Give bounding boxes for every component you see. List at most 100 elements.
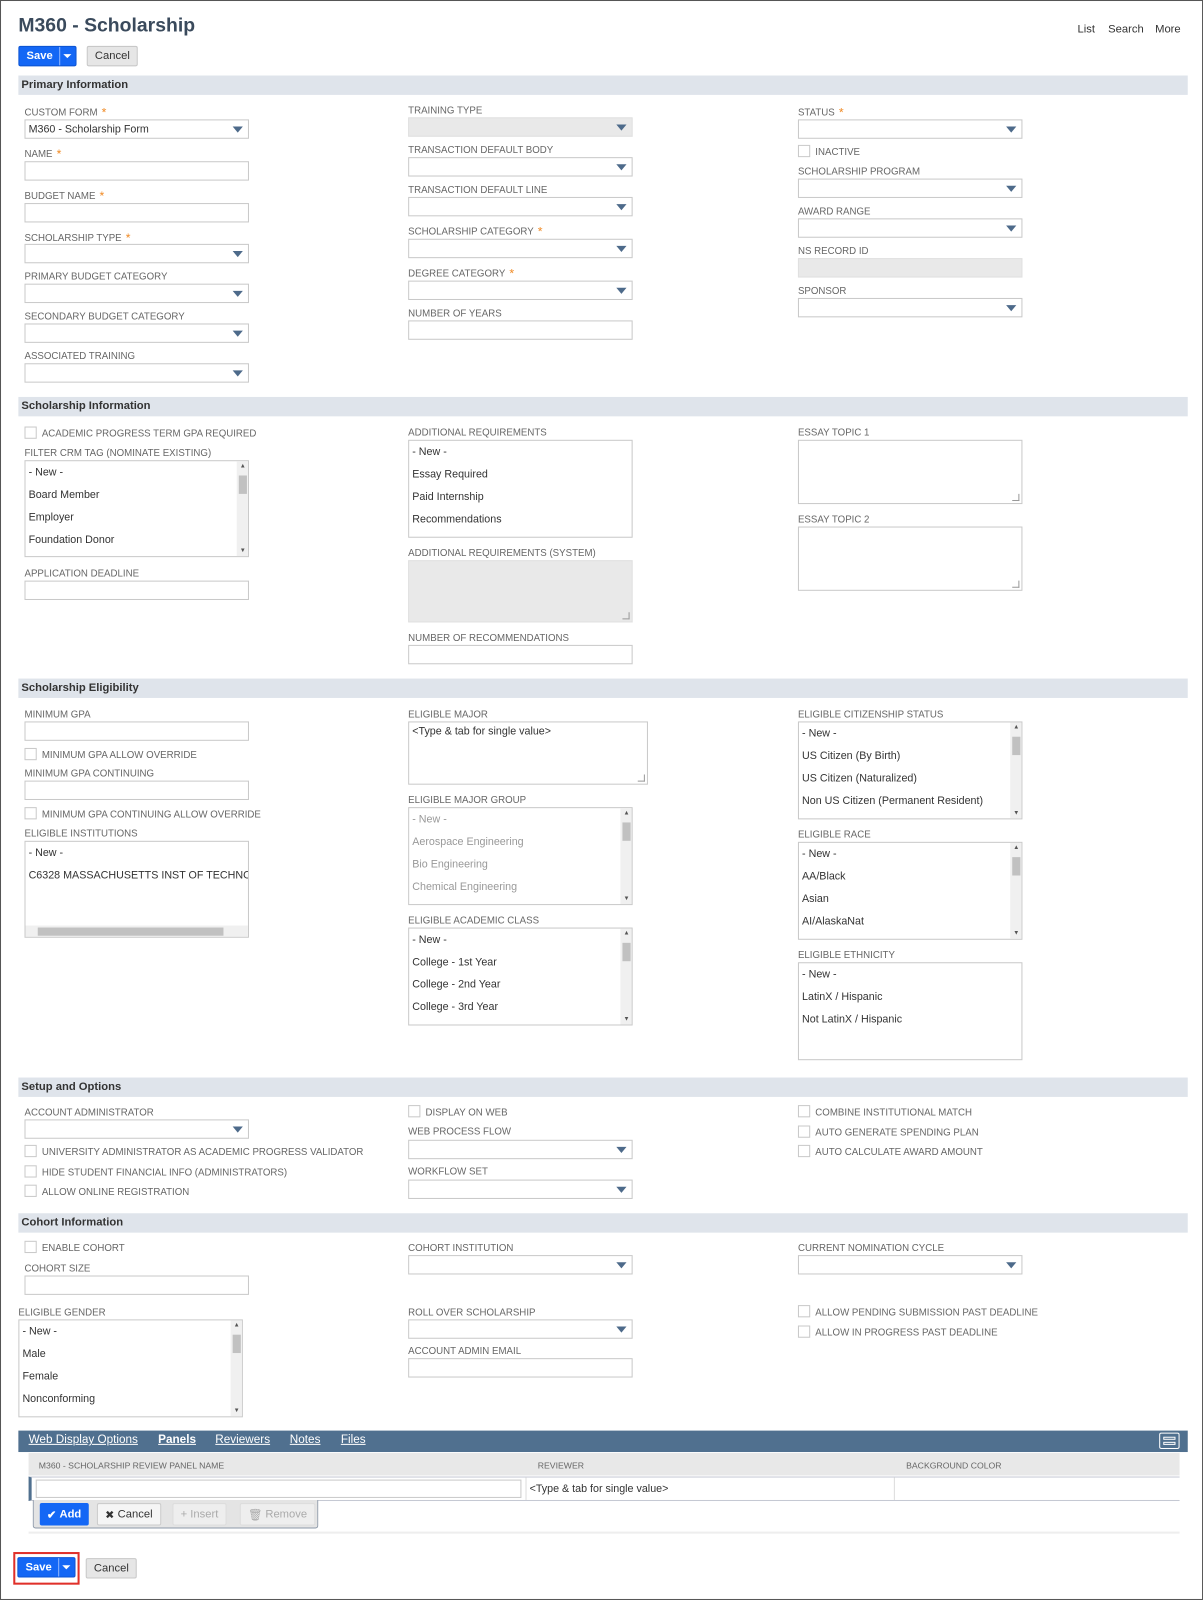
list-option[interactable]: Bio Engineering	[412, 858, 488, 871]
reviewer-input[interactable]: <Type & tab for single value>	[529, 1482, 669, 1495]
scrollbar-thumb[interactable]	[622, 822, 631, 841]
list-option[interactable]: Asian	[802, 892, 829, 906]
vertical-scrollbar[interactable]: ▲ ▼	[236, 461, 248, 557]
nom-cycle-dropdown[interactable]	[797, 1255, 1023, 1275]
scroll-up-icon[interactable]: ▲	[623, 930, 630, 937]
list-option[interactable]: Recommendations	[412, 513, 502, 526]
sch-program-dropdown[interactable]	[797, 178, 1023, 198]
list-option[interactable]: - New -	[28, 466, 64, 479]
scroll-down-icon[interactable]: ▼	[239, 547, 246, 555]
tab-reviewers[interactable]: Reviewers	[215, 1433, 271, 1446]
list-option[interactable]: Employer	[28, 511, 74, 524]
hide-fin-checkbox[interactable]	[24, 1165, 37, 1178]
resize-handle-icon[interactable]	[1012, 493, 1020, 502]
elig-gender-multiselect[interactable]: - New - Male Female Nonconforming ▲ ▼	[18, 1319, 243, 1418]
assoc-training-dropdown[interactable]	[24, 363, 249, 383]
tab-web-display-options[interactable]: Web Display Options	[28, 1433, 138, 1446]
elig-acad-class-multiselect[interactable]: - New - College - 1st Year College - 2nd Y…	[408, 927, 633, 1026]
status-dropdown[interactable]	[797, 119, 1023, 139]
add-req-multiselect[interactable]: - New - Essay Required Paid Internship Reco…	[408, 439, 633, 538]
section-header[interactable]: Cohort Information	[18, 1213, 1188, 1233]
enable-cohort-checkbox[interactable]	[24, 1240, 37, 1254]
add-button[interactable]: ✔ Add	[39, 1503, 89, 1526]
secondary-budget-dropdown[interactable]	[24, 323, 249, 343]
cancel-button-bottom[interactable]: Cancel	[85, 1558, 137, 1579]
list-option[interactable]: College - 3rd Year	[412, 1001, 499, 1014]
min-gpa-cont-input[interactable]	[24, 780, 249, 800]
vertical-scrollbar[interactable]: ▲ ▼	[620, 808, 632, 905]
list-option[interactable]: Chemical Engineering	[412, 880, 518, 893]
tab-notes[interactable]: Notes	[289, 1433, 321, 1446]
list-option[interactable]: - New -	[802, 847, 837, 861]
scroll-down-icon[interactable]: ▼	[233, 1408, 240, 1415]
insert-button[interactable]: + Insert	[172, 1503, 227, 1526]
vertical-scrollbar[interactable]: ▲ ▼	[1010, 842, 1022, 939]
crm-tag-multiselect[interactable]: - New - Board Member Employer Foundation Do…	[24, 460, 249, 558]
scroll-up-icon[interactable]: ▲	[623, 810, 630, 817]
cancel-button-top[interactable]: Cancel	[86, 45, 139, 67]
list-option[interactable]: LatinX / Hispanic	[802, 990, 883, 1004]
section-header[interactable]: Scholarship Eligibility	[18, 678, 1188, 698]
resize-handle-icon[interactable]	[1012, 580, 1020, 588]
more-link[interactable]: More	[1155, 23, 1181, 36]
scrollbar-thumb[interactable]	[622, 942, 631, 962]
vertical-scrollbar[interactable]: ▲ ▼	[1010, 722, 1022, 819]
tab-panels[interactable]: Panels	[158, 1433, 196, 1446]
essay1-textarea[interactable]	[797, 439, 1023, 505]
online-reg-checkbox[interactable]	[24, 1184, 37, 1197]
acct-admin-dropdown[interactable]	[24, 1119, 249, 1139]
vertical-scrollbar[interactable]: ▲ ▼	[620, 928, 632, 1025]
list-option[interactable]: - New -	[802, 727, 837, 740]
allow-pending-checkbox[interactable]	[797, 1305, 811, 1318]
list-option[interactable]: Paid Internship	[412, 490, 484, 504]
scroll-up-icon[interactable]: ▲	[239, 463, 246, 470]
txn-body-dropdown[interactable]	[408, 157, 633, 177]
min-gpa-override-checkbox[interactable]	[24, 747, 37, 761]
save-button-top[interactable]: Save	[18, 45, 77, 67]
acad-gpa-req-checkbox[interactable]	[24, 426, 37, 439]
list-option[interactable]: - New -	[22, 1325, 57, 1338]
list-option[interactable]: Male	[22, 1347, 46, 1361]
min-gpa-cont-override-checkbox[interactable]	[24, 807, 37, 820]
list-option[interactable]: College - 2nd Year	[412, 978, 501, 991]
award-range-dropdown[interactable]	[797, 218, 1023, 238]
list-option[interactable]: Foundation Donor	[28, 533, 115, 546]
name-input[interactable]	[24, 161, 249, 181]
list-link[interactable]: List	[1077, 23, 1096, 36]
vertical-scrollbar[interactable]: ▲ ▼	[230, 1320, 242, 1417]
scrollbar-thumb[interactable]	[37, 927, 224, 936]
resize-handle-icon[interactable]	[622, 612, 630, 620]
background-color-cell[interactable]	[893, 1477, 895, 1500]
custom-form-dropdown[interactable]: M360 - Scholarship Form	[24, 119, 249, 139]
list-option[interactable]: AA/Black	[802, 870, 846, 883]
list-option[interactable]: C6328 MASSACHUSETTS INST OF TECHNOLOGY	[28, 869, 248, 882]
scroll-down-icon[interactable]: ▼	[623, 1016, 630, 1023]
essay2-textarea[interactable]	[797, 526, 1023, 591]
elig-major-group-multiselect[interactable]: - New - Aerospace Engineering Bio Engineer…	[408, 807, 633, 906]
list-option[interactable]: Aerospace Engineering	[412, 835, 524, 848]
web-flow-dropdown[interactable]	[408, 1139, 633, 1160]
list-option[interactable]: Board Member	[28, 488, 100, 502]
txn-line-dropdown[interactable]	[408, 196, 633, 217]
degree-category-dropdown[interactable]	[408, 280, 633, 300]
list-option[interactable]: AI/AlaskaNat	[802, 915, 864, 928]
elig-inst-multiselect[interactable]: - New - C6328 MASSACHUSETTS INST OF TECHN…	[24, 840, 249, 938]
list-option[interactable]: - New -	[412, 813, 447, 826]
sponsor-dropdown[interactable]	[797, 297, 1023, 318]
combine-match-checkbox[interactable]	[797, 1105, 811, 1118]
scroll-up-icon[interactable]: ▲	[233, 1322, 240, 1329]
save-options-dropdown[interactable]	[58, 46, 76, 66]
search-link[interactable]: Search	[1108, 23, 1144, 36]
univ-admin-checkbox[interactable]	[24, 1144, 37, 1158]
auto-spend-checkbox[interactable]	[797, 1125, 811, 1138]
horizontal-scrollbar[interactable]	[25, 925, 248, 937]
elig-major-textarea[interactable]: <Type & tab for single value>	[408, 721, 648, 785]
elig-race-multiselect[interactable]: - New - AA/Black Asian AI/AlaskaNat ▲ ▼	[797, 841, 1023, 940]
layout-toggle-icon[interactable]	[1159, 1432, 1180, 1449]
list-option[interactable]: Not LatinX / Hispanic	[802, 1013, 903, 1026]
budget-name-input[interactable]	[24, 203, 249, 223]
num-recs-input[interactable]	[408, 644, 633, 665]
display-web-checkbox[interactable]	[408, 1105, 421, 1118]
list-option[interactable]: US Citizen (By Birth)	[802, 749, 901, 763]
save-button-bottom[interactable]: Save	[17, 1557, 76, 1578]
